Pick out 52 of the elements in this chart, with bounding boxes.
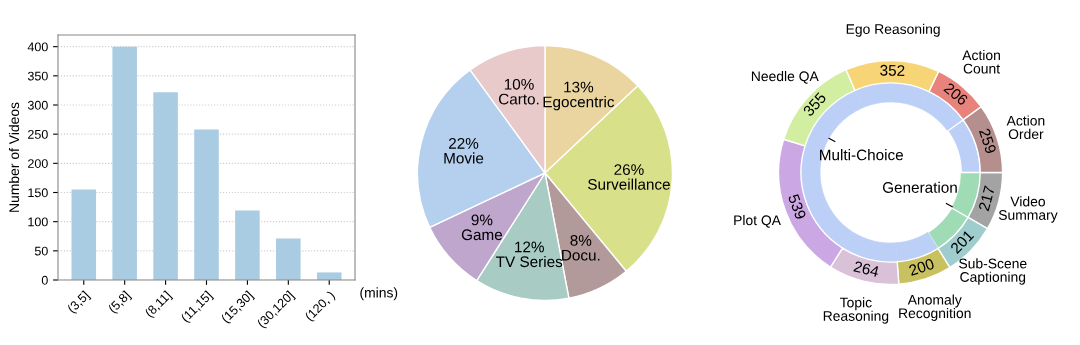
data-label: 206: [943, 82, 969, 106]
y-tick-label: 350: [27, 71, 48, 81]
bar: [276, 238, 301, 280]
x-axis-title: (mins): [360, 287, 398, 301]
slice-label: Game: [461, 229, 503, 241]
y-tick-label: 0: [41, 275, 48, 285]
data-label: 10%: [504, 78, 534, 90]
data-label: 200: [908, 258, 935, 276]
data-label: 26%: [614, 164, 644, 175]
slice-label: Surveillance: [588, 178, 670, 190]
y-tick-label: 300: [27, 100, 48, 110]
slice-label: Egocentric: [543, 96, 615, 111]
bar: [112, 46, 137, 280]
data-label: 22%: [449, 137, 479, 149]
data-label: 259: [978, 127, 997, 155]
slice-label: Action Count: [962, 49, 1000, 74]
slice-label: TV Series: [496, 255, 563, 268]
data-label: 217: [978, 185, 995, 212]
bar: [153, 92, 178, 280]
y-tick-label: 250: [28, 129, 48, 139]
bar: [316, 272, 342, 280]
slice-label: Docu.: [562, 249, 600, 261]
y-axis-title: Number of Videos: [8, 102, 20, 212]
slice-label: Plot QA: [734, 214, 781, 228]
data-label: 12%: [515, 241, 544, 253]
y-tick-label: 100: [28, 217, 48, 227]
slice-label: Video Summary: [998, 196, 1058, 223]
slice-label: Sub-Scene Captioning: [959, 258, 1027, 285]
y-tick-label: 400: [27, 42, 48, 52]
data-label: 13%: [564, 81, 594, 93]
y-tick-label: 150: [28, 188, 48, 198]
slice-label: Action Order: [1006, 115, 1045, 140]
slice-label: Topic Reasoning: [823, 297, 889, 324]
slice-label: Carto.: [498, 93, 539, 105]
text: Generation: [882, 181, 957, 193]
data-label: 352: [880, 64, 905, 77]
slice-label: Ego Reasoning: [846, 23, 940, 37]
slice-label: Needle QA: [751, 70, 819, 84]
text: Multi-Choice: [820, 149, 903, 161]
bar: [71, 189, 97, 280]
bar: [235, 210, 260, 280]
bar: [194, 129, 219, 280]
data-label: 355: [802, 91, 827, 117]
y-tick-label: 50: [34, 246, 48, 256]
data-label: 201: [949, 229, 975, 255]
data-label: 9%: [471, 214, 493, 226]
data-label: 8%: [570, 235, 592, 246]
slice-label: Movie: [444, 152, 484, 164]
data-label: 264: [853, 260, 880, 278]
data-label: 539: [787, 193, 807, 220]
slice-label: Anomaly Recognition: [899, 294, 971, 321]
y-tick-label: 200: [28, 159, 48, 168]
